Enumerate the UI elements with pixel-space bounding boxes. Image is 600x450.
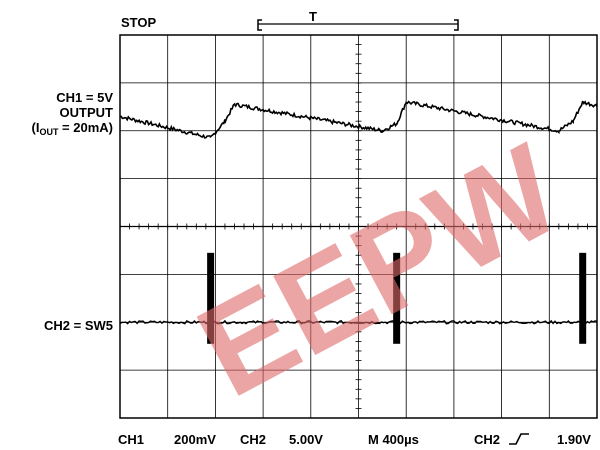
footer-ch1-name: CH1 — [118, 432, 145, 447]
footer-trigger-source: CH2 — [474, 432, 501, 447]
ch2-label: CH2 = SW5 — [44, 318, 113, 333]
trigger-position-bracket — [257, 19, 459, 31]
footer-trigger-level: 1.90V — [557, 432, 591, 447]
ch2-switching-burst — [579, 252, 587, 344]
status-label: STOP — [121, 15, 157, 30]
ch1-label-line3: (IOUT = 20mA) — [31, 120, 113, 137]
rising-edge-icon — [509, 433, 529, 445]
footer-timebase: M 400µs — [368, 432, 419, 447]
ch1-label-line1: CH1 = 5V — [56, 90, 113, 105]
ch2-switching-burst — [207, 252, 215, 344]
ch2-trace — [119, 319, 598, 325]
trigger-marker: T — [309, 9, 317, 24]
ch1-label: CH1 = 5V OUTPUT (IOUT = 20mA) — [31, 90, 113, 140]
ch1-trace — [120, 100, 598, 139]
ch2-switching-burst — [393, 252, 401, 344]
footer-ch2-name: CH2 — [240, 432, 267, 447]
ch1-label-line2: OUTPUT — [59, 105, 113, 120]
footer-ch2-scale: 5.00V — [289, 432, 323, 447]
footer-ch1-scale: 200mV — [174, 432, 216, 447]
